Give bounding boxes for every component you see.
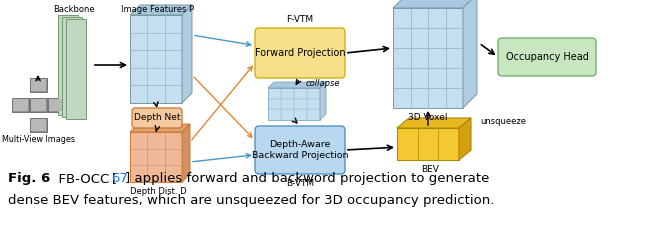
Bar: [397, 128, 459, 160]
Polygon shape: [130, 5, 192, 15]
Bar: [130, 132, 182, 182]
Text: Image Features P: Image Features P: [122, 5, 195, 14]
Polygon shape: [463, 0, 477, 108]
Bar: [30, 98, 47, 112]
Text: Depth Dist. D: Depth Dist. D: [129, 187, 187, 197]
Polygon shape: [397, 118, 471, 128]
Bar: [31, 99, 46, 111]
Polygon shape: [182, 5, 192, 103]
Text: F-VTM: F-VTM: [286, 15, 313, 23]
Text: Depth Net: Depth Net: [133, 113, 180, 122]
Text: dense BEV features, which are unsqueezed for 3D occupancy prediction.: dense BEV features, which are unsqueezed…: [8, 194, 495, 207]
Bar: [30, 118, 47, 132]
Text: 67: 67: [111, 172, 128, 185]
Bar: [13, 99, 28, 111]
Bar: [58, 15, 78, 115]
FancyBboxPatch shape: [255, 28, 345, 78]
Text: Occupancy Head: Occupancy Head: [505, 52, 588, 62]
Text: collapse: collapse: [306, 79, 341, 87]
Text: Depth-Aware
Backward Projection: Depth-Aware Backward Projection: [252, 140, 348, 160]
Polygon shape: [459, 118, 471, 160]
Bar: [62, 17, 82, 117]
FancyBboxPatch shape: [255, 126, 345, 174]
Bar: [30, 78, 47, 92]
Bar: [31, 119, 46, 131]
Polygon shape: [130, 124, 190, 132]
Bar: [393, 8, 463, 108]
Polygon shape: [320, 82, 326, 120]
Polygon shape: [268, 82, 326, 88]
FancyBboxPatch shape: [132, 108, 182, 128]
Polygon shape: [393, 0, 477, 8]
Text: Backbone: Backbone: [53, 6, 95, 15]
Bar: [268, 88, 320, 120]
Bar: [49, 99, 64, 111]
Polygon shape: [182, 124, 190, 182]
Text: ] applies forward and backword projection to generate: ] applies forward and backword projectio…: [125, 172, 489, 185]
Bar: [66, 19, 86, 119]
Text: FB-OCC [: FB-OCC [: [50, 172, 117, 185]
Text: Forward Projection: Forward Projection: [255, 48, 345, 58]
Text: unsqueeze: unsqueeze: [480, 117, 526, 127]
Bar: [48, 98, 65, 112]
FancyBboxPatch shape: [498, 38, 596, 76]
Text: Fig. 6: Fig. 6: [8, 172, 50, 185]
Text: 3D Voxel: 3D Voxel: [408, 112, 448, 121]
Bar: [130, 15, 182, 103]
Text: BEV: BEV: [421, 165, 439, 173]
Bar: [31, 79, 46, 91]
Bar: [12, 98, 29, 112]
Text: B-VTM: B-VTM: [286, 179, 314, 188]
Text: Multi-View Images: Multi-View Images: [1, 136, 74, 144]
